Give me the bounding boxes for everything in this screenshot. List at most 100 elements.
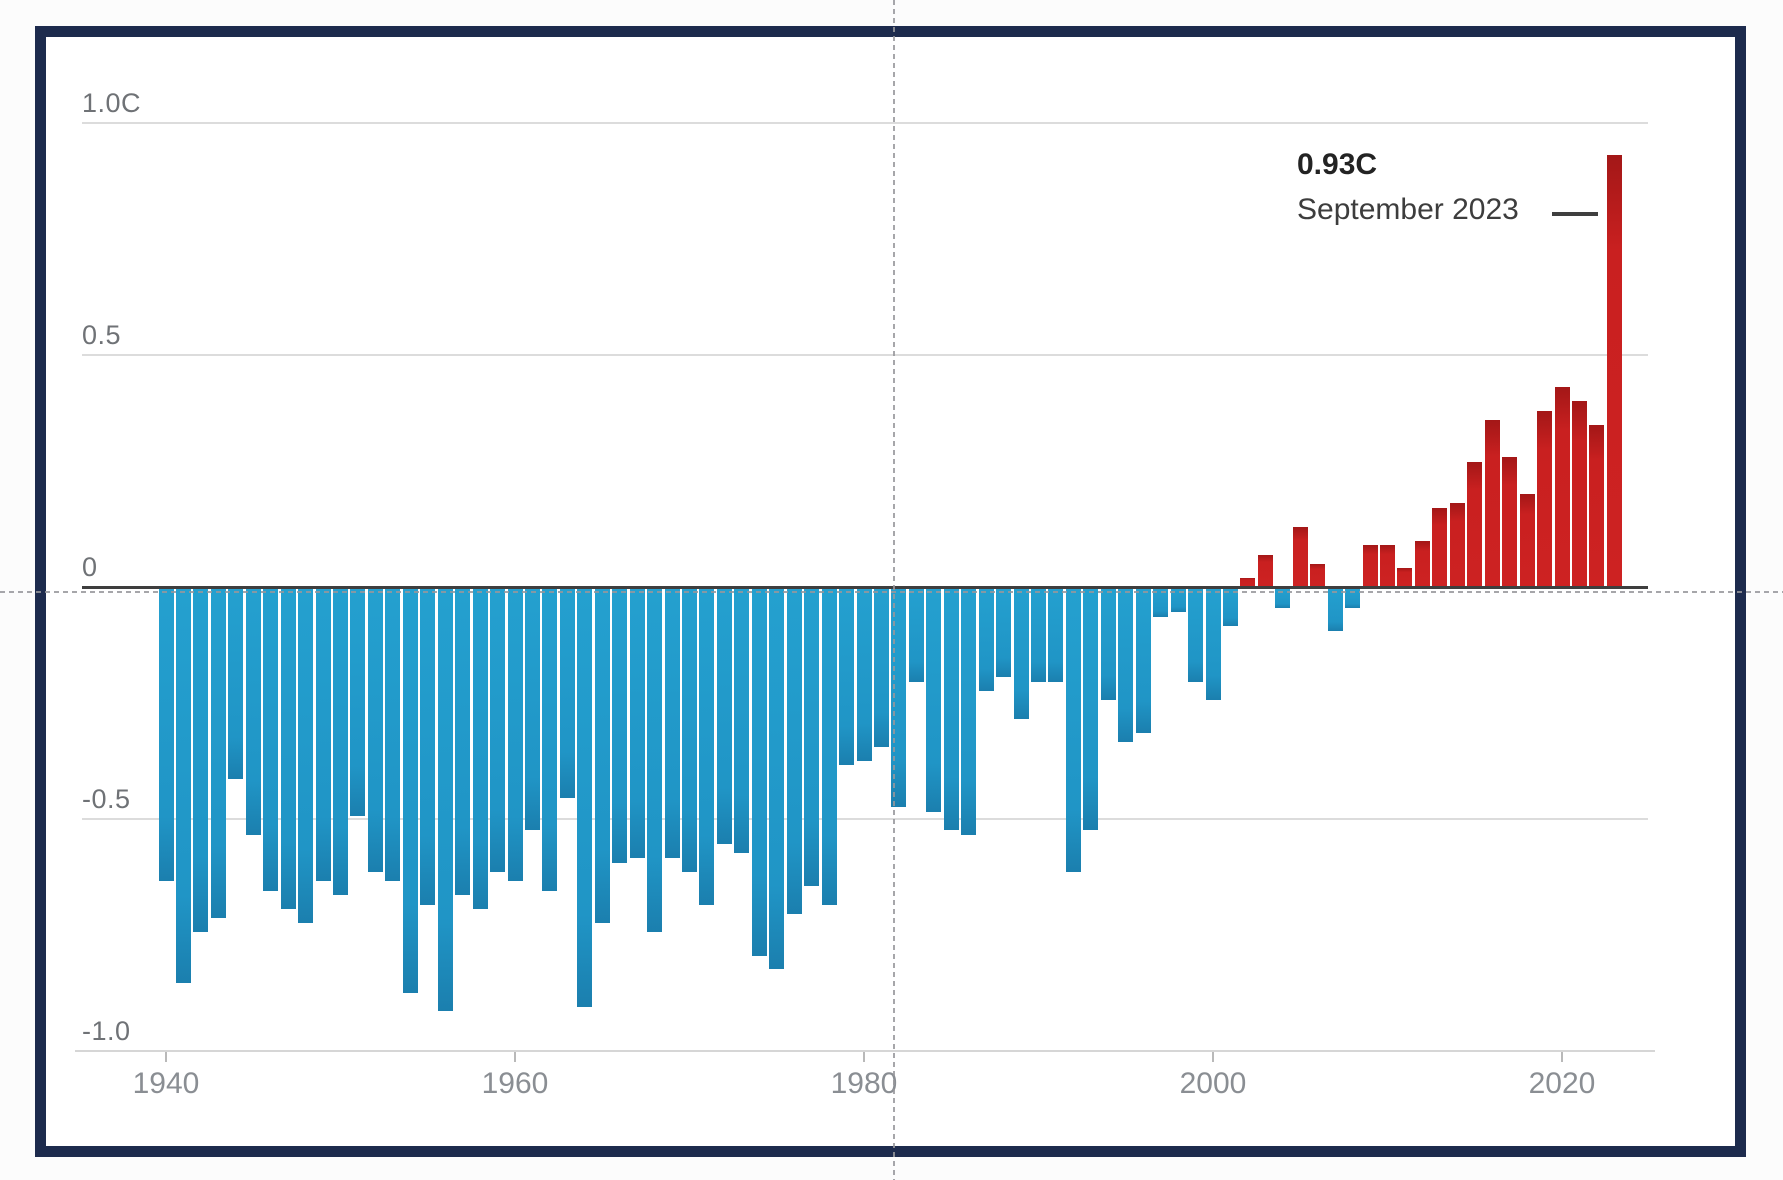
bar-1984 — [926, 589, 942, 812]
bar-1976 — [786, 589, 802, 914]
gridline--0.5 — [82, 818, 1648, 820]
bar-1958 — [472, 589, 488, 910]
bar-1975 — [769, 589, 785, 970]
annotation-peak-date: September 2023 — [1297, 193, 1519, 226]
bar-1954 — [402, 589, 418, 993]
bar-1961 — [524, 589, 540, 831]
x-axis-tick-2020 — [1561, 1052, 1563, 1062]
x-axis-label-1980: 1980 — [830, 1067, 898, 1100]
x-axis-label-2020: 2020 — [1528, 1067, 1596, 1100]
bar-1991 — [1048, 589, 1064, 682]
annotation-peak-value: 0.93C — [1297, 148, 1378, 181]
bar-1965 — [594, 589, 610, 924]
bar-1955 — [420, 589, 436, 905]
bar-1946 — [263, 589, 279, 891]
bar-1980 — [856, 589, 872, 761]
bar-1974 — [751, 589, 767, 956]
bar-1956 — [437, 589, 453, 1012]
bar-1948 — [298, 589, 314, 924]
bar-2005 — [1292, 526, 1308, 587]
bar-2000 — [1205, 589, 1221, 701]
bar-1950 — [333, 589, 348, 896]
bar-1960 — [507, 589, 523, 882]
x-axis-label-1960: 1960 — [481, 1067, 549, 1100]
bar-1988 — [996, 589, 1012, 678]
bar-1959 — [490, 589, 506, 873]
bar-2016 — [1484, 419, 1500, 587]
bar-1951 — [350, 589, 366, 817]
bar-1985 — [943, 589, 959, 831]
bar-1987 — [978, 589, 994, 692]
bar-1945 — [245, 589, 261, 835]
bar-2011 — [1397, 568, 1413, 587]
x-axis-label-1940: 1940 — [132, 1067, 200, 1100]
x-axis-tick-2000 — [1212, 1052, 1214, 1062]
bar-1949 — [315, 589, 331, 882]
bar-2007 — [1327, 589, 1343, 631]
bar-1989 — [1013, 589, 1029, 719]
bar-2019 — [1537, 410, 1553, 587]
bar-1973 — [734, 589, 750, 854]
screenshot-crosshair-horizontal — [0, 591, 1783, 593]
bar-1986 — [961, 589, 977, 835]
bar-1943 — [210, 589, 226, 919]
bar-1981 — [873, 589, 889, 747]
bar-2009 — [1362, 545, 1378, 587]
bar-1990 — [1031, 589, 1046, 682]
y-axis-label--0.5: -0.5 — [82, 784, 131, 814]
bar-2008 — [1345, 589, 1361, 608]
bar-1944 — [228, 589, 244, 780]
bar-1971 — [699, 589, 715, 905]
bar-1993 — [1083, 589, 1099, 831]
gridline-1.0C — [82, 122, 1648, 124]
bar-2022 — [1589, 424, 1605, 587]
bar-1995 — [1118, 589, 1134, 743]
bar-2006 — [1310, 563, 1326, 587]
y-axis-label-0: 0 — [82, 552, 98, 582]
zero-baseline — [82, 586, 1648, 589]
bar-2021 — [1571, 401, 1587, 587]
bar-1978 — [821, 589, 837, 905]
bar-1969 — [664, 589, 680, 859]
bar-1982 — [891, 589, 907, 808]
x-axis-tick-1960 — [514, 1052, 516, 1062]
bar-1962 — [542, 589, 558, 891]
bar-1983 — [908, 589, 924, 682]
bar-2023 — [1606, 155, 1622, 587]
screenshot-crosshair-vertical — [893, 0, 895, 1180]
bar-1947 — [280, 589, 296, 910]
bar-2012 — [1414, 540, 1430, 587]
gridline-0.5 — [82, 354, 1648, 356]
x-axis-line — [75, 1050, 1655, 1052]
bar-2018 — [1519, 494, 1535, 587]
bar-1968 — [647, 589, 663, 933]
y-axis-label-1.0C: 1.0C — [82, 88, 142, 118]
bar-2013 — [1432, 508, 1448, 587]
bar-2003 — [1257, 554, 1273, 587]
bar-1940 — [158, 589, 174, 882]
bar-1942 — [193, 589, 209, 933]
bar-1997 — [1153, 589, 1169, 617]
bar-1941 — [175, 589, 191, 984]
bar-1952 — [367, 589, 383, 873]
bar-1998 — [1170, 589, 1186, 613]
y-axis-label--1.0: -1.0 — [82, 1016, 131, 1046]
bar-1970 — [682, 589, 697, 873]
bar-1972 — [716, 589, 732, 845]
bar-1977 — [804, 589, 820, 886]
bar-1964 — [577, 589, 593, 1007]
bar-2001 — [1222, 589, 1238, 627]
bar-1957 — [455, 589, 471, 896]
bar-1999 — [1188, 589, 1204, 682]
bar-1967 — [629, 589, 645, 859]
x-axis-tick-1980 — [863, 1052, 865, 1062]
bar-2017 — [1502, 457, 1518, 587]
bar-1966 — [612, 589, 628, 863]
bar-2020 — [1554, 387, 1570, 587]
bar-2015 — [1467, 461, 1483, 587]
bar-2002 — [1240, 577, 1256, 587]
bar-1996 — [1135, 589, 1151, 733]
annotation-pointer-line — [1552, 212, 1598, 216]
bar-1992 — [1065, 589, 1081, 873]
